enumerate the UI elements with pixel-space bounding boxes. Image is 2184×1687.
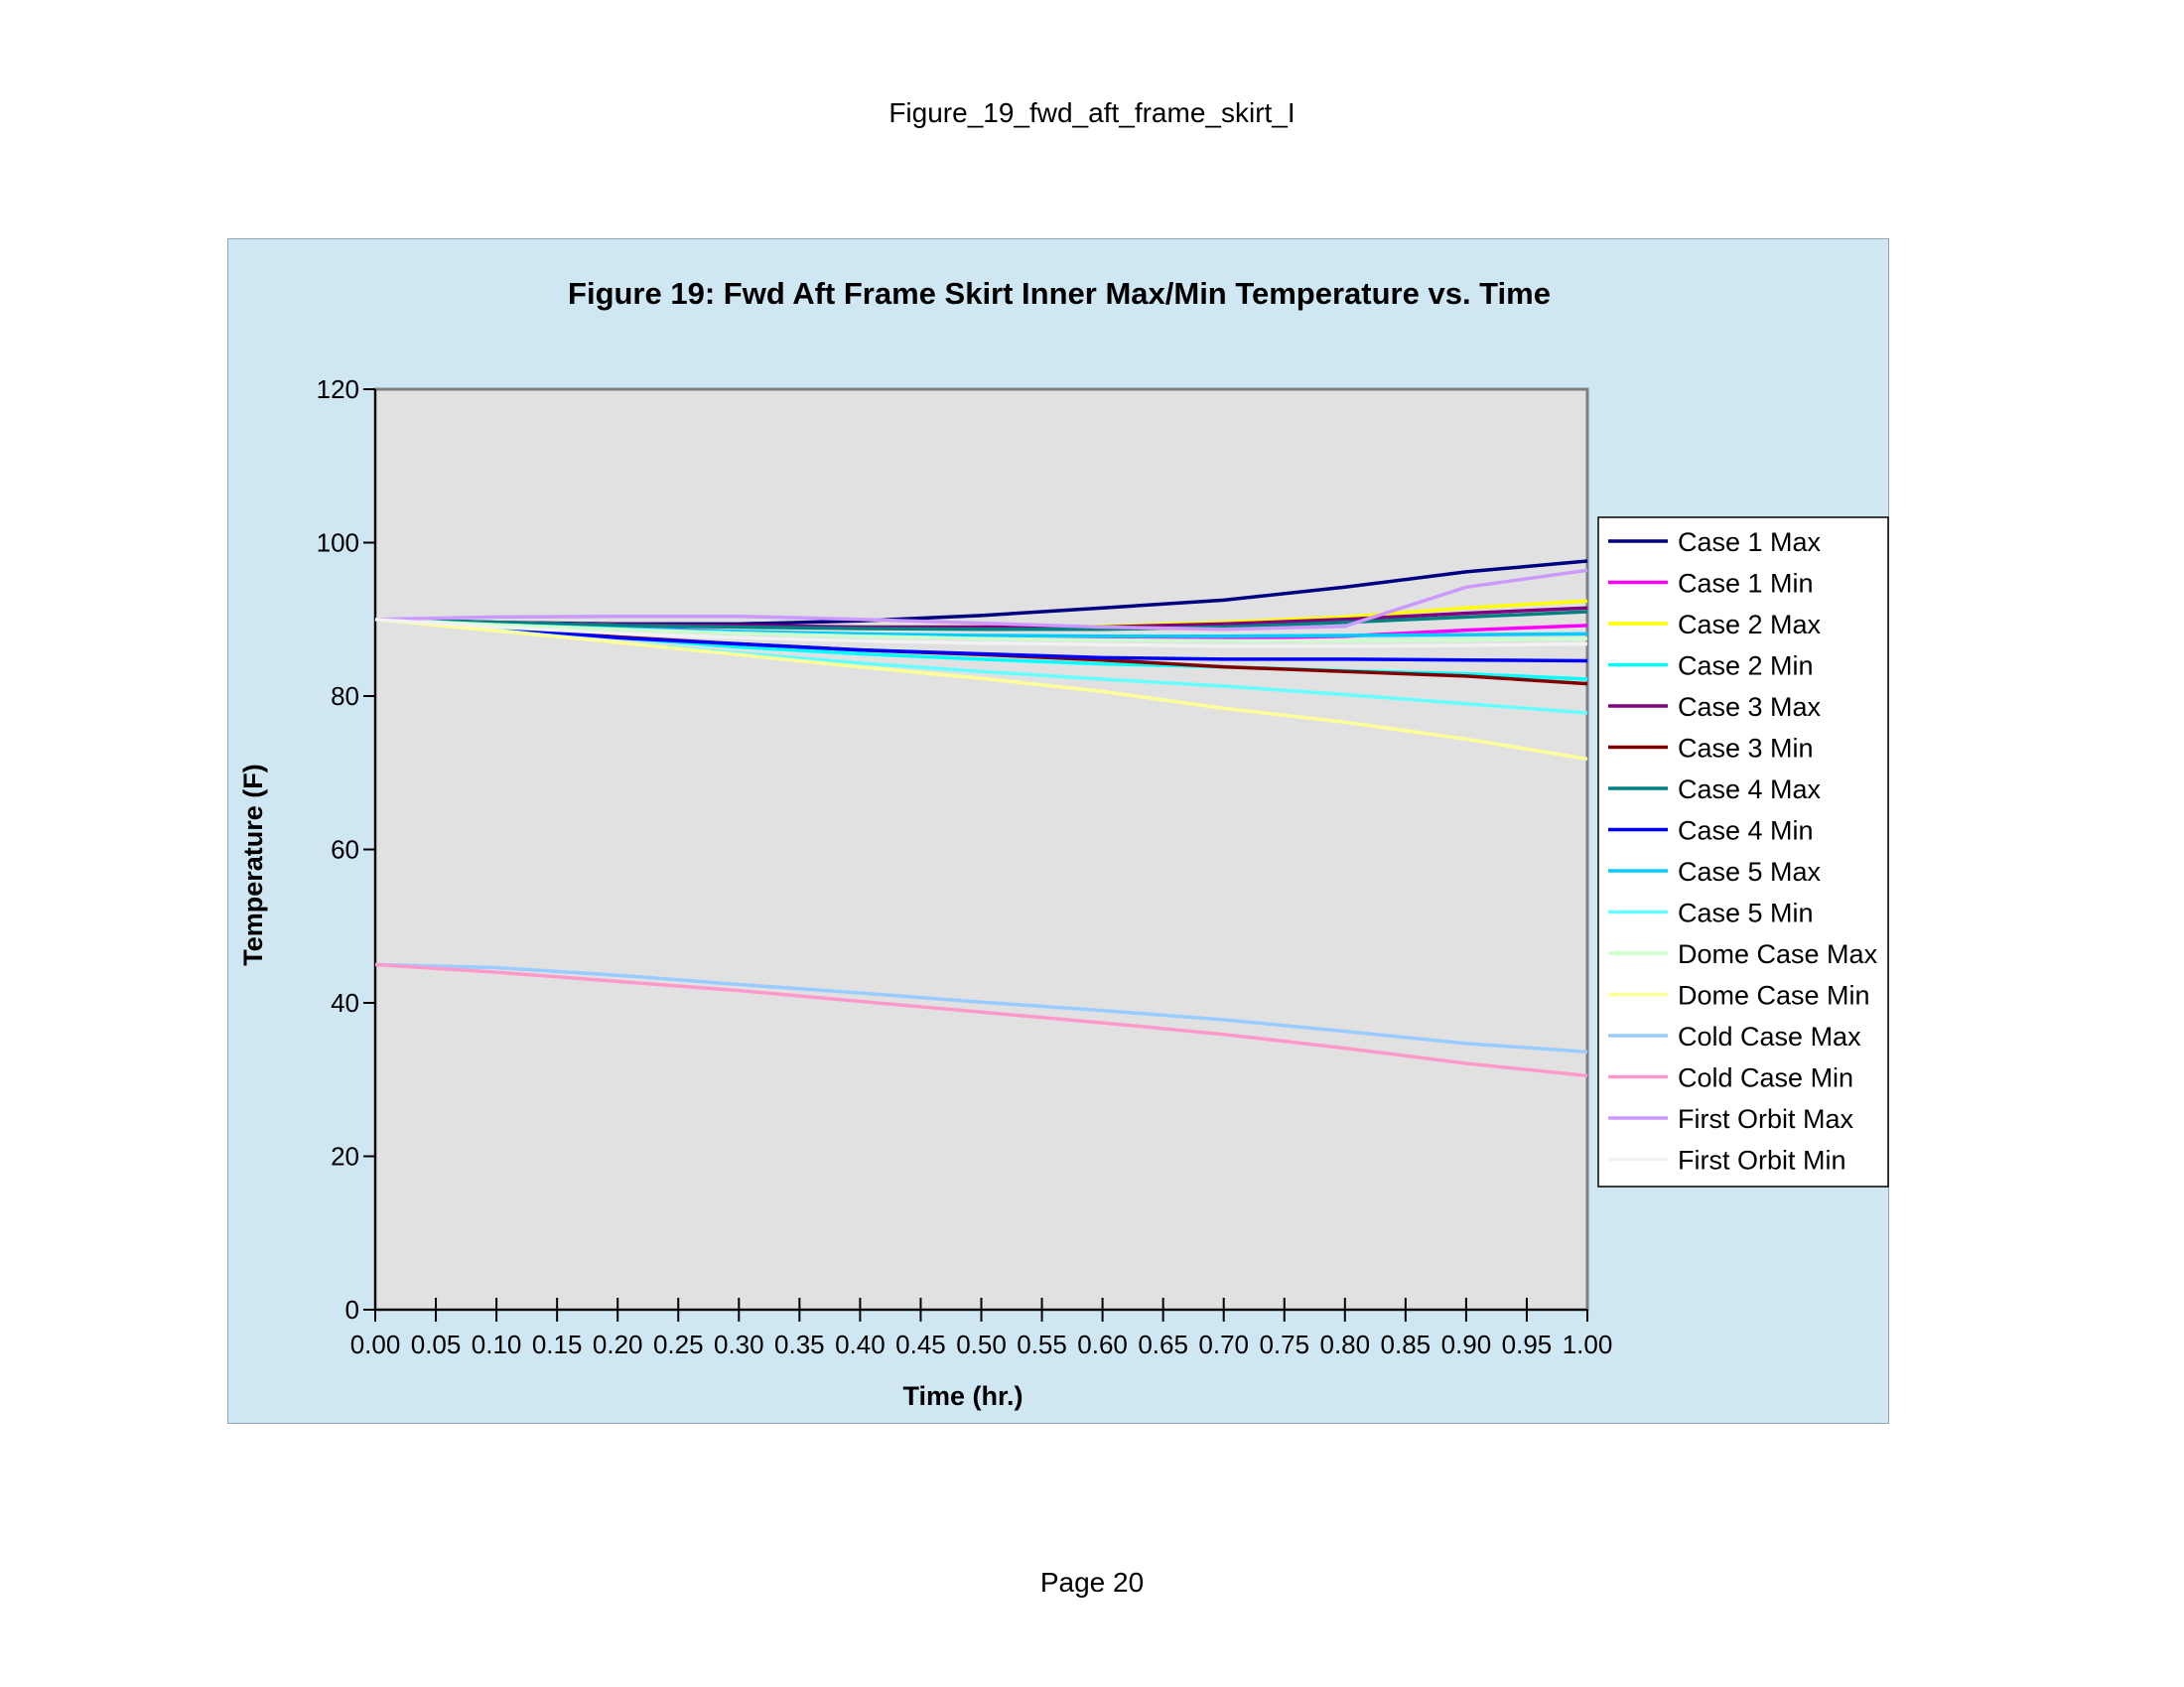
legend-label: First Orbit Min	[1678, 1146, 1846, 1176]
series-line	[374, 618, 1588, 663]
y-tick-label: 60	[331, 835, 359, 865]
x-tick-label: 0.60	[1077, 1330, 1128, 1359]
x-tick-label: 0.50	[956, 1330, 1007, 1359]
legend-label: Case 3 Min	[1678, 734, 1814, 764]
legend-label: Cold Case Max	[1678, 1022, 1861, 1052]
series-line	[374, 618, 1588, 643]
x-tick-label: 0.85	[1381, 1330, 1432, 1359]
x-tick-label: 1.00	[1563, 1330, 1613, 1359]
series-line	[374, 618, 1588, 762]
page-footer: Page 20	[1039, 1567, 1145, 1598]
chart-title: Figure 19: Fwd Aft Frame Skirt Inner Max…	[568, 276, 1551, 311]
series-line	[374, 618, 1588, 648]
legend: Case 1 Max Case 1 Min Case 2 Max Case 2 Min…	[1597, 516, 1889, 1188]
x-tick-label: 0.35	[774, 1330, 825, 1359]
x-tick-label: 0.40	[835, 1330, 886, 1359]
x-tick-label: 0.45	[895, 1330, 946, 1359]
x-tick-label: 0.15	[532, 1330, 583, 1359]
y-tick-label: 20	[331, 1142, 359, 1172]
x-tick-label: 0.30	[714, 1330, 764, 1359]
x-tick-label: 0.20	[593, 1330, 643, 1359]
legend-label: Dome Case Min	[1678, 981, 1870, 1011]
legend-label: Case 2 Min	[1678, 651, 1814, 681]
y-tick-label: 100	[317, 528, 359, 558]
x-tick-label: 0.05	[411, 1330, 462, 1359]
series-line	[374, 962, 1588, 1054]
plot-area	[373, 387, 1589, 1312]
x-tick-label: 0.80	[1319, 1330, 1370, 1359]
legend-label: Case 1 Min	[1678, 569, 1814, 599]
legend-label: Case 3 Max	[1678, 692, 1822, 722]
y-axis: 0 20 40 60 80 100 120	[317, 374, 375, 1325]
y-tick-label: 0	[345, 1295, 359, 1325]
legend-label: Cold Case Min	[1678, 1063, 1853, 1093]
x-tick-label: 0.90	[1441, 1330, 1492, 1359]
series-line	[374, 610, 1588, 632]
page-header: Figure_19_fwd_aft_frame_skirt_I	[888, 97, 1296, 128]
x-tick-label: 0.25	[653, 1330, 704, 1359]
legend-label: Case 1 Max	[1678, 527, 1822, 557]
x-tick-label: 0.65	[1138, 1330, 1188, 1359]
y-axis-title: Temperature (F)	[238, 764, 268, 966]
x-axis-title: Time (hr.)	[902, 1381, 1023, 1411]
x-tick-label: 0.00	[350, 1330, 401, 1359]
x-tick-label: 0.75	[1259, 1330, 1309, 1359]
legend-label: Case 5 Max	[1678, 857, 1822, 887]
y-tick-label: 40	[331, 988, 359, 1018]
legend-label: Dome Case Max	[1678, 939, 1878, 969]
x-tick-label: 0.95	[1502, 1330, 1553, 1359]
legend-label: Case 4 Min	[1678, 816, 1814, 846]
legend-label: First Orbit Max	[1678, 1104, 1854, 1134]
y-tick-label: 120	[317, 374, 359, 404]
series-line	[374, 568, 1588, 632]
legend-label: Case 2 Max	[1678, 610, 1822, 639]
chart-svg: Figure 19: Fwd Aft Frame Skirt Inner Max…	[238, 276, 1889, 1411]
series-group	[374, 559, 1588, 1078]
x-tick-label: 0.55	[1017, 1330, 1067, 1359]
legend-box	[1597, 516, 1889, 1188]
series-line	[374, 962, 1588, 1078]
x-axis: 0.00 0.05 0.10 0.15 0.20 0.25 0.30 0.35 0.40 0.45…	[350, 389, 1613, 1359]
legend-label: Case 4 Max	[1678, 774, 1822, 804]
chart-area: Figure 19: Fwd Aft Frame Skirt Inner Max…	[227, 238, 1889, 1424]
x-tick-label: 0.70	[1198, 1330, 1249, 1359]
x-tick-label: 0.10	[472, 1330, 522, 1359]
legend-label: Case 5 Min	[1678, 899, 1814, 928]
y-tick-label: 80	[331, 681, 359, 711]
